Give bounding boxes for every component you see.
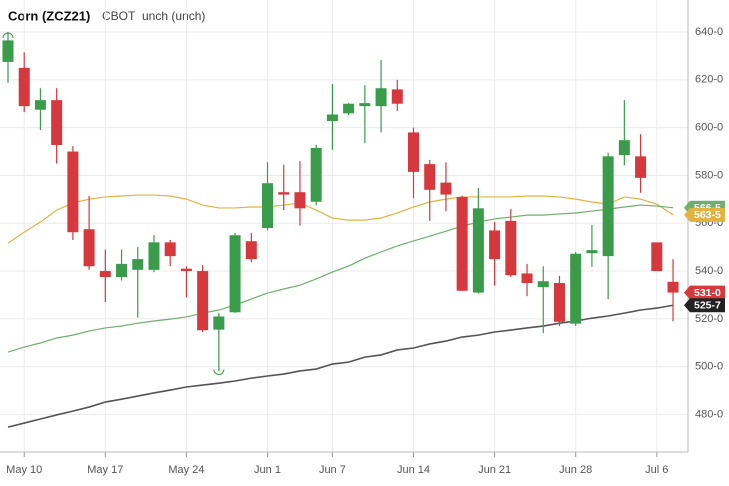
candle-body bbox=[391, 89, 403, 104]
x-tick-label: May 17 bbox=[87, 464, 123, 476]
candle-body bbox=[424, 164, 436, 190]
x-tick-label: Jun 14 bbox=[397, 464, 430, 476]
candle-body bbox=[521, 273, 533, 284]
candle-body bbox=[83, 229, 95, 267]
candle-body bbox=[651, 242, 663, 272]
candle-body bbox=[148, 242, 160, 270]
candle-body bbox=[51, 100, 63, 145]
candle-body bbox=[586, 250, 598, 254]
candle-body bbox=[440, 182, 452, 195]
candle-body bbox=[553, 283, 565, 322]
candle-body bbox=[294, 192, 306, 209]
x-tick-label: Jun 1 bbox=[254, 464, 281, 476]
candle-body bbox=[408, 132, 419, 172]
candle-body bbox=[116, 263, 128, 278]
price-tag bbox=[684, 285, 725, 300]
candle-body bbox=[472, 208, 484, 293]
moving-average-line bbox=[7, 304, 674, 428]
candle-body bbox=[180, 268, 192, 272]
candle-body bbox=[197, 271, 209, 331]
y-tick-label: 500-0 bbox=[695, 361, 723, 373]
chart-title: Corn (ZCZ21) bbox=[8, 8, 90, 23]
y-tick-label: 600-0 bbox=[695, 122, 723, 134]
x-tick-label: Jun 28 bbox=[559, 464, 592, 476]
candle-body bbox=[67, 151, 79, 233]
candle-body bbox=[343, 103, 355, 114]
candle-body bbox=[537, 281, 549, 288]
price-tag bbox=[684, 207, 725, 222]
moving-average-line bbox=[7, 204, 674, 353]
candle-body bbox=[229, 235, 241, 313]
candle-body bbox=[99, 271, 111, 278]
moving-average-line bbox=[7, 194, 674, 244]
candle-body bbox=[2, 40, 14, 62]
y-tick-label: 480-0 bbox=[695, 408, 723, 420]
candle-body bbox=[618, 140, 630, 156]
candle-body bbox=[278, 192, 290, 195]
candle-body bbox=[505, 220, 517, 276]
candle-body bbox=[635, 156, 647, 178]
candle-body bbox=[213, 316, 225, 330]
candle-body bbox=[456, 196, 468, 291]
price-tag bbox=[684, 298, 725, 313]
candle-body bbox=[132, 259, 144, 270]
candle-body bbox=[245, 241, 257, 260]
candle-body bbox=[164, 242, 176, 257]
candle-body bbox=[326, 114, 338, 122]
exchange: CBOT bbox=[102, 9, 136, 23]
y-tick-label: 580-0 bbox=[695, 169, 723, 181]
candle-body bbox=[18, 67, 30, 107]
candle-body bbox=[34, 100, 46, 110]
x-tick-label: Jun 7 bbox=[319, 464, 346, 476]
change: unch (unch) bbox=[142, 9, 205, 23]
low-marker bbox=[213, 369, 225, 375]
price-tag-label: 525-7 bbox=[694, 300, 721, 312]
price-tag-label: 563-5 bbox=[694, 209, 721, 221]
x-tick-label: May 24 bbox=[168, 464, 204, 476]
candle-body bbox=[375, 88, 387, 107]
candle-body bbox=[489, 230, 501, 260]
candle-body bbox=[262, 183, 274, 229]
candle-body bbox=[310, 147, 322, 202]
candle-body bbox=[667, 281, 679, 293]
candle-body bbox=[602, 156, 614, 257]
candle-body bbox=[359, 103, 371, 107]
price-tag-label: 531-0 bbox=[694, 287, 721, 299]
y-tick-label: 540-0 bbox=[695, 265, 723, 277]
y-tick-label: 640-0 bbox=[695, 26, 723, 38]
candle-body bbox=[570, 253, 582, 324]
y-tick-label: 520-0 bbox=[695, 313, 723, 325]
high-marker bbox=[2, 32, 14, 39]
x-tick-label: Jul 6 bbox=[645, 464, 668, 476]
x-tick-label: Jun 21 bbox=[478, 464, 511, 476]
y-tick-label: 620-0 bbox=[695, 74, 723, 86]
x-tick-label: May 10 bbox=[6, 464, 42, 476]
